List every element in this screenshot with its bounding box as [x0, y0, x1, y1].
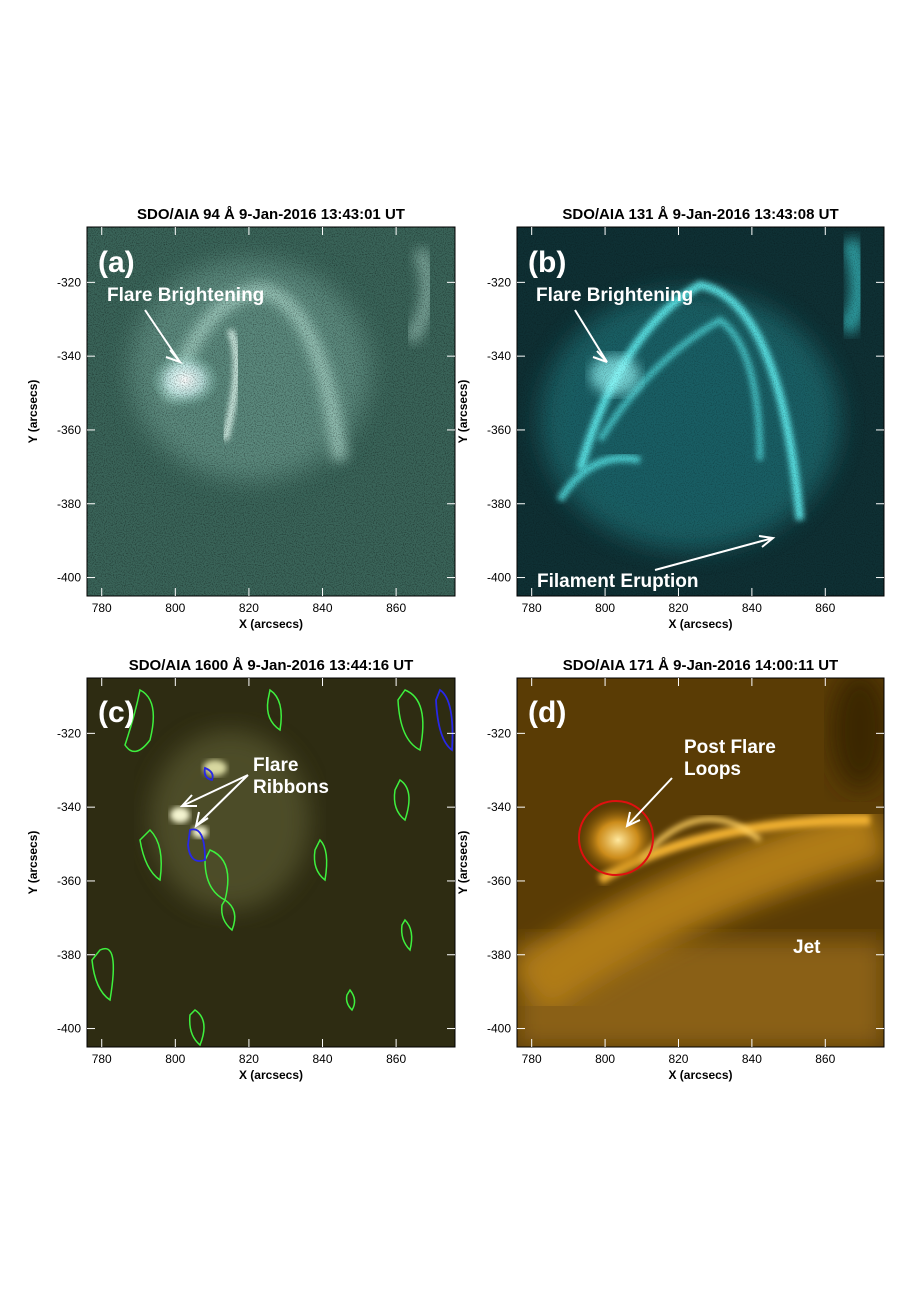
x-tick-label: 800 — [595, 601, 615, 615]
y-tick-label: -360 — [487, 874, 511, 888]
panel-label: (b) — [528, 246, 566, 279]
x-tick-label: 840 — [742, 601, 762, 615]
annotation: Ribbons — [253, 777, 329, 798]
y-tick-label: -380 — [57, 948, 81, 962]
y-tick-label: -320 — [57, 275, 81, 289]
x-axis-label: X (arcsecs) — [668, 1068, 732, 1082]
y-axis-label: Y (arcsecs) — [456, 831, 470, 895]
y-tick-label: -340 — [57, 349, 81, 363]
x-axis-label: X (arcsecs) — [239, 617, 303, 631]
frame — [86, 677, 456, 1048]
y-tick-label: -380 — [57, 497, 81, 511]
panel-title: SDO/AIA 131 Å 9-Jan-2016 13:43:08 UT — [562, 206, 838, 223]
y-tick-label: -400 — [57, 1022, 81, 1036]
x-tick-label: 820 — [239, 601, 259, 615]
x-tick-label: 860 — [386, 601, 406, 615]
x-axis-label: X (arcsecs) — [239, 1068, 303, 1082]
y-tick-label: -380 — [487, 948, 511, 962]
y-tick-label: -400 — [57, 571, 81, 585]
x-tick-label: 860 — [815, 1052, 835, 1066]
y-tick-label: -380 — [487, 497, 511, 511]
image-d — [517, 678, 884, 1047]
x-tick-label: 820 — [239, 1052, 259, 1066]
arrow — [179, 774, 249, 829]
x-tick-label: 860 — [386, 1052, 406, 1066]
panel-label: (d) — [528, 696, 566, 729]
panel-label: (c) — [98, 696, 135, 729]
panel-label: (a) — [98, 246, 135, 279]
x-tick-label: 780 — [92, 1052, 112, 1066]
panel-title: SDO/AIA 171 Å 9-Jan-2016 14:00:11 UT — [563, 657, 838, 674]
y-tick-label: -320 — [57, 726, 81, 740]
arrow — [625, 777, 673, 828]
annotation: Flare Brightening — [536, 285, 693, 306]
y-tick-label: -360 — [487, 423, 511, 437]
y-tick-label: -320 — [487, 275, 511, 289]
frame — [516, 226, 885, 597]
arrow — [574, 309, 608, 363]
x-tick-label: 780 — [522, 1052, 542, 1066]
y-tick-label: -340 — [487, 349, 511, 363]
y-tick-label: -340 — [57, 800, 81, 814]
x-tick-label: 800 — [595, 1052, 615, 1066]
annotation: Jet — [793, 937, 821, 958]
image-c — [87, 678, 455, 1047]
x-tick-label: 820 — [668, 601, 688, 615]
y-tick-label: -360 — [57, 874, 81, 888]
y-tick-label: -400 — [487, 1022, 511, 1036]
annotation: Loops — [684, 759, 741, 780]
x-axis-label: X (arcsecs) — [668, 617, 732, 631]
frame — [516, 677, 885, 1048]
annotation: Flare Brightening — [107, 285, 264, 306]
x-tick-label: 780 — [522, 601, 542, 615]
frame — [86, 226, 456, 597]
x-tick-label: 840 — [313, 1052, 333, 1066]
annotation: Flare — [253, 755, 298, 776]
x-tick-label: 840 — [742, 1052, 762, 1066]
image-a — [87, 227, 455, 596]
y-tick-label: -400 — [487, 571, 511, 585]
y-axis-label: Y (arcsecs) — [26, 380, 40, 444]
x-tick-label: 860 — [815, 601, 835, 615]
x-tick-label: 780 — [92, 601, 112, 615]
x-tick-label: 800 — [165, 601, 185, 615]
image-b — [517, 227, 884, 596]
arrow — [654, 535, 776, 571]
x-tick-label: 800 — [165, 1052, 185, 1066]
y-tick-label: -320 — [487, 726, 511, 740]
y-axis-label: Y (arcsecs) — [26, 831, 40, 895]
annotation: Post Flare — [684, 737, 776, 758]
y-tick-label: -360 — [57, 423, 81, 437]
arrow — [144, 309, 184, 365]
x-tick-label: 820 — [668, 1052, 688, 1066]
panel-title: SDO/AIA 94 Å 9-Jan-2016 13:43:01 UT — [137, 206, 405, 223]
y-tick-label: -340 — [487, 800, 511, 814]
annotation: Filament Eruption — [537, 571, 699, 592]
panel-title: SDO/AIA 1600 Å 9-Jan-2016 13:44:16 UT — [129, 657, 414, 674]
x-tick-label: 840 — [313, 601, 333, 615]
y-axis-label: Y (arcsecs) — [456, 380, 470, 444]
